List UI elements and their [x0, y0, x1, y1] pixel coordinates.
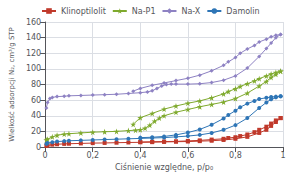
svg-text:0,8: 0,8 [229, 151, 242, 160]
svg-text:Ciśnienie względne, p/p₀: Ciśnienie względne, p/p₀ [115, 162, 213, 172]
svg-text:160: 160 [26, 18, 41, 27]
svg-text:1: 1 [280, 151, 285, 160]
svg-text:20: 20 [31, 127, 41, 136]
svg-text:40: 40 [31, 111, 41, 120]
svg-text:0: 0 [36, 143, 41, 152]
svg-text:Klinoptilolit: Klinoptilolit [61, 7, 106, 16]
svg-text:0,6: 0,6 [182, 151, 195, 160]
svg-text:0: 0 [43, 151, 48, 160]
svg-text:Wielkość adsorpcji N₂, cm³/g S: Wielkość adsorpcji N₂, cm³/g STP [8, 27, 16, 142]
svg-text:140: 140 [26, 33, 41, 42]
svg-text:Damolin: Damolin [226, 7, 259, 16]
svg-text:Na-P1: Na-P1 [132, 7, 156, 16]
svg-text:120: 120 [26, 49, 41, 58]
svg-text:100: 100 [26, 64, 41, 73]
svg-text:80: 80 [31, 80, 41, 89]
svg-text:Na-X: Na-X [181, 7, 200, 16]
svg-text:0,2: 0,2 [86, 151, 99, 160]
svg-text:0,4: 0,4 [134, 151, 147, 160]
svg-text:60: 60 [31, 96, 41, 105]
